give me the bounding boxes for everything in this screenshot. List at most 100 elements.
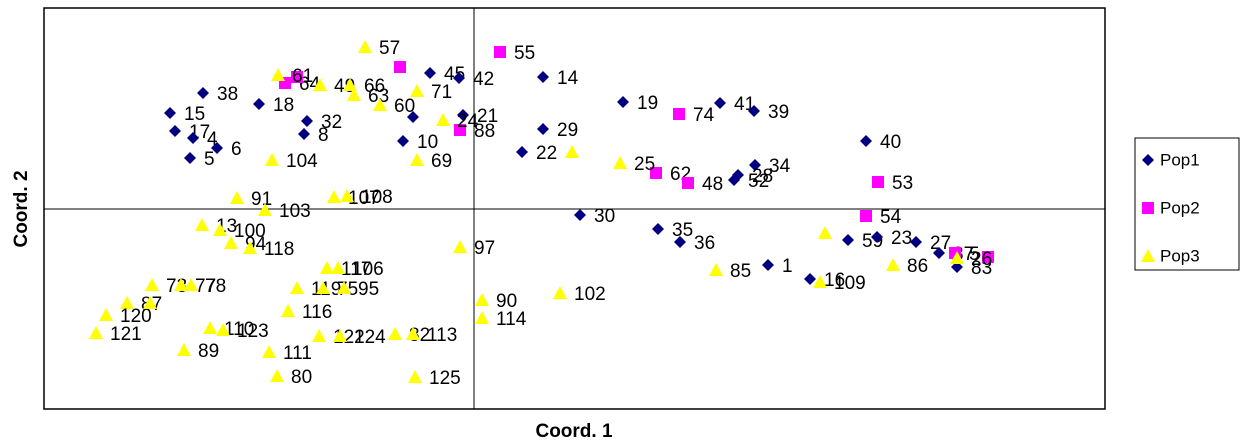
point xyxy=(164,107,176,119)
point-label: 34 xyxy=(769,156,791,177)
point-label: 113 xyxy=(427,325,457,346)
legend-label: Pop3 xyxy=(1160,246,1200,265)
point xyxy=(213,223,227,236)
legend-label: Pop2 xyxy=(1160,198,1200,217)
point-label: 71 xyxy=(431,82,452,103)
point xyxy=(145,278,159,291)
point xyxy=(298,128,310,140)
point-label: 66 xyxy=(364,76,385,97)
point xyxy=(388,327,402,340)
point xyxy=(316,281,330,294)
point-label: 14 xyxy=(557,68,579,89)
point xyxy=(842,234,854,246)
point-label: 8 xyxy=(318,125,329,146)
point xyxy=(650,167,662,179)
legend-marker xyxy=(1142,154,1154,166)
x-axis-title: Coord. 1 xyxy=(535,421,612,442)
point xyxy=(224,236,238,249)
point-label: 6 xyxy=(231,139,242,160)
point xyxy=(312,329,326,342)
point xyxy=(197,87,209,99)
point-label: 25 xyxy=(634,154,655,175)
point xyxy=(673,108,685,120)
point-label: 85 xyxy=(730,261,751,282)
point-label: 69 xyxy=(431,151,452,172)
point xyxy=(682,177,694,189)
point-label: 90 xyxy=(496,291,517,312)
point xyxy=(184,278,198,291)
point xyxy=(749,159,761,171)
point-label: 61 xyxy=(292,66,313,87)
legend-label: Pop1 xyxy=(1160,150,1200,169)
point xyxy=(453,72,465,84)
point xyxy=(265,153,279,166)
point-label: 120 xyxy=(120,306,152,327)
point-label: 24 xyxy=(457,111,479,132)
point-label: 78 xyxy=(205,276,226,297)
point xyxy=(872,176,884,188)
point-label: 54 xyxy=(880,207,902,228)
point-label: 95 xyxy=(358,279,379,300)
point xyxy=(347,88,361,101)
point xyxy=(337,281,351,294)
point xyxy=(211,142,223,154)
point xyxy=(617,96,629,108)
point xyxy=(537,71,549,83)
point xyxy=(143,296,157,309)
point xyxy=(613,156,627,169)
point-label: 28 xyxy=(752,166,773,187)
point xyxy=(982,251,994,263)
point-label: 118 xyxy=(264,239,294,260)
point xyxy=(424,67,436,79)
point xyxy=(243,241,257,254)
point xyxy=(475,293,489,306)
point xyxy=(187,132,199,144)
point xyxy=(818,226,832,239)
point-label: 55 xyxy=(514,43,535,64)
point xyxy=(950,251,964,264)
point-label: 60 xyxy=(394,96,415,117)
point xyxy=(732,169,744,181)
point-label: 91 xyxy=(251,189,272,210)
point-label: 103 xyxy=(279,201,311,222)
point-label: 1 xyxy=(782,256,793,277)
point-label: 48 xyxy=(702,174,723,195)
point xyxy=(886,258,900,271)
point xyxy=(516,146,528,158)
point-label: 30 xyxy=(594,206,615,227)
point-label: 32 xyxy=(321,112,342,133)
point-label: 109 xyxy=(834,273,866,294)
point-label: 80 xyxy=(291,367,312,388)
point-label: 39 xyxy=(768,102,789,123)
point-label: 18 xyxy=(273,95,294,116)
point-label: 52 xyxy=(748,171,769,192)
point-label: 16 xyxy=(824,270,845,291)
point xyxy=(177,343,191,356)
point xyxy=(120,296,134,309)
point-label: 22 xyxy=(536,143,557,164)
y-axis-title: Coord. 2 xyxy=(11,170,32,247)
point xyxy=(454,124,466,136)
point xyxy=(327,190,341,203)
point-label: 104 xyxy=(286,151,318,172)
point-label: 89 xyxy=(198,341,219,362)
point xyxy=(270,369,284,382)
point xyxy=(804,273,816,285)
point-label: 42 xyxy=(473,69,494,90)
point-label: 5 xyxy=(969,244,980,265)
point-label: 106 xyxy=(352,259,384,280)
point-label: 108 xyxy=(361,187,393,208)
point-label: 117 xyxy=(341,259,371,280)
point xyxy=(230,191,244,204)
point xyxy=(408,370,422,383)
point-label: 19 xyxy=(637,93,658,114)
point-label: 63 xyxy=(368,86,389,107)
point-label: 27 xyxy=(930,233,951,254)
point-label: 114 xyxy=(496,309,527,330)
point-label: 97 xyxy=(474,238,495,259)
point xyxy=(89,326,103,339)
point xyxy=(709,263,723,276)
point-label: 21 xyxy=(477,106,498,127)
point xyxy=(553,286,567,299)
